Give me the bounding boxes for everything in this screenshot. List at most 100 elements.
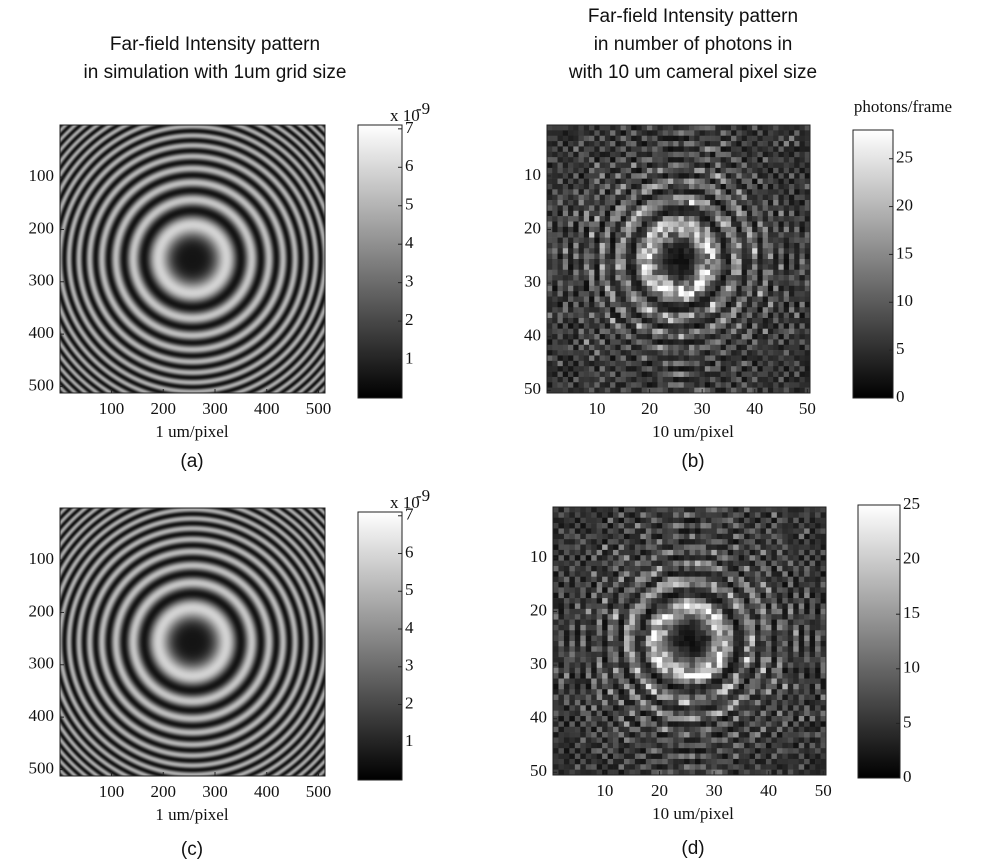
pixel [586, 528, 592, 534]
pixel [584, 275, 590, 281]
pixel [789, 329, 795, 335]
pixel [757, 227, 763, 233]
pixel [563, 377, 569, 383]
pixel [600, 243, 606, 249]
pixel [640, 555, 646, 561]
pixel [763, 157, 769, 163]
pixel [794, 200, 800, 206]
pixel [610, 313, 616, 319]
pixel [591, 561, 597, 567]
pixel [700, 146, 706, 152]
pixel [621, 179, 627, 185]
pixel [563, 248, 569, 254]
pixel [558, 152, 564, 158]
pixel [773, 307, 779, 313]
intensity-image [60, 125, 325, 393]
pixel [773, 179, 779, 185]
pixel [652, 291, 658, 297]
pixel [757, 173, 763, 179]
pixel [621, 372, 627, 378]
pixel [558, 339, 564, 345]
pixel [631, 388, 637, 394]
pixel [731, 184, 737, 190]
pixel [784, 184, 790, 190]
pixel [626, 275, 632, 281]
pixel [721, 195, 727, 201]
pixel [584, 318, 590, 324]
pixel [731, 291, 737, 297]
pixel [558, 163, 564, 169]
pixel [663, 291, 669, 297]
pixel [684, 323, 690, 329]
pixel [615, 157, 621, 163]
pixel [597, 550, 603, 556]
pixel [635, 518, 641, 524]
pixel [610, 339, 616, 345]
pixel [742, 350, 748, 356]
pixel [700, 361, 706, 367]
pixel [608, 523, 614, 529]
pixel [647, 221, 653, 227]
pixel [778, 141, 784, 147]
pixel [642, 355, 648, 361]
pixel [742, 297, 748, 303]
pixel [594, 184, 600, 190]
pixel [705, 264, 711, 270]
pixel [705, 195, 711, 201]
pixel [700, 291, 706, 297]
pixel [558, 270, 564, 276]
pixel [684, 130, 690, 136]
pixel [744, 561, 750, 567]
pixel [657, 189, 663, 195]
pixel [657, 291, 663, 297]
pixel [789, 350, 795, 356]
pixel [705, 388, 711, 394]
colorbar-tick-label: 1 [405, 348, 414, 367]
pixel [626, 173, 632, 179]
pixel [782, 561, 788, 567]
pixel [706, 561, 712, 567]
pixel [558, 550, 564, 556]
pixel [547, 200, 553, 206]
pixel [558, 366, 564, 372]
pixel [736, 152, 742, 158]
pixel [757, 238, 763, 244]
pixel [700, 205, 706, 211]
pixel [626, 339, 632, 345]
pixel [600, 388, 606, 394]
pixel [624, 512, 630, 518]
pixel [773, 168, 779, 174]
pixel [615, 323, 621, 329]
pixel [684, 539, 690, 545]
pixel [564, 507, 570, 513]
pixel [715, 168, 721, 174]
pixel [568, 355, 574, 361]
pixel [789, 382, 795, 388]
pixel [600, 254, 606, 260]
pixel [552, 168, 558, 174]
pixel [710, 179, 716, 185]
pixel [679, 361, 685, 367]
pixel [773, 146, 779, 152]
pixel [722, 555, 728, 561]
pixel [721, 286, 727, 292]
pixel [568, 377, 574, 383]
pixel [684, 523, 690, 529]
pixel [739, 545, 745, 551]
pixel [742, 216, 748, 222]
pixel [763, 366, 769, 372]
pixel [721, 313, 727, 319]
pixel [589, 286, 595, 292]
pixel [668, 318, 674, 324]
pixel [742, 163, 748, 169]
pixel [647, 146, 653, 152]
pixel [552, 366, 558, 372]
pixel [694, 168, 700, 174]
pixel [647, 216, 653, 222]
pixel [573, 200, 579, 206]
pixel [799, 200, 805, 206]
pixel [710, 200, 716, 206]
pixel [647, 179, 653, 185]
colorbar-tick-label: 10 [896, 291, 913, 310]
pixel [728, 534, 734, 540]
